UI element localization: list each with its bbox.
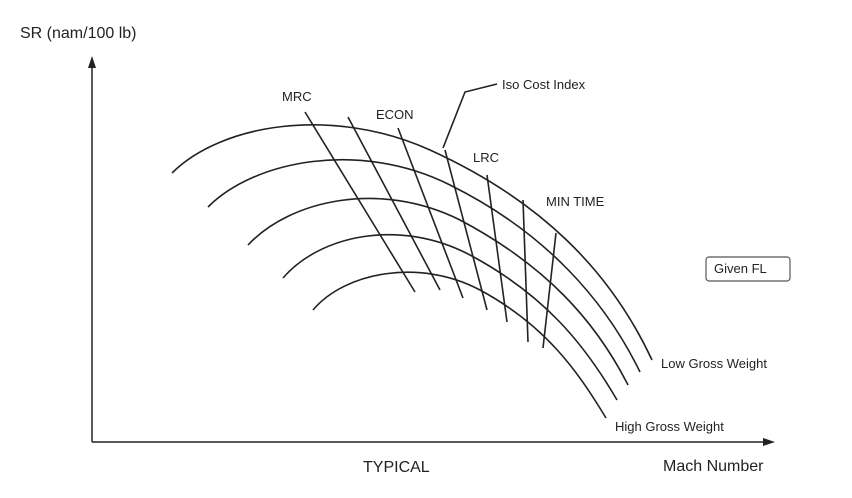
cost-index-line	[347, 116, 441, 291]
weight-curve	[171, 124, 653, 361]
cost-index-line	[444, 149, 488, 311]
x-arrow	[763, 438, 775, 446]
mrc-label: MRC	[282, 89, 312, 104]
weight-curve	[282, 233, 618, 401]
econ-label: ECON	[376, 107, 414, 122]
low-gross-weight-label: Low Gross Weight	[661, 356, 767, 371]
weight-curve	[207, 159, 641, 373]
iso-cost-index-label: Iso Cost Index	[502, 77, 586, 92]
y-axis-label: SR (nam/100 lb)	[20, 25, 137, 42]
leader-line	[442, 83, 498, 149]
cost-index-line	[304, 111, 416, 293]
caption: TYPICAL	[363, 459, 430, 476]
min-time-label: MIN TIME	[546, 194, 605, 209]
cost-index-line	[522, 199, 529, 343]
y-arrow	[88, 56, 96, 68]
given-fl-label: Given FL	[714, 261, 767, 276]
cost-index-line	[486, 174, 508, 323]
x-axis-label: Mach Number	[663, 458, 764, 475]
given-fl-box	[705, 256, 791, 282]
weight-curve	[247, 197, 629, 386]
cost-index-line	[542, 232, 557, 349]
lrc-label: LRC	[473, 150, 499, 165]
cost-index-line	[397, 127, 464, 299]
weight-curve	[312, 271, 607, 419]
high-gross-weight-label: High Gross Weight	[615, 419, 724, 434]
